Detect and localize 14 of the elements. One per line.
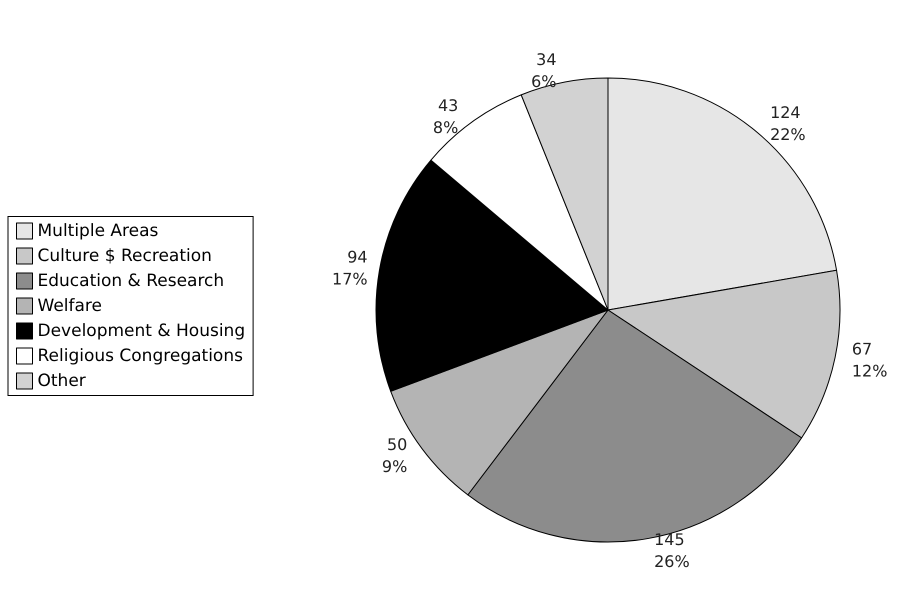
data-label: 124 22% bbox=[770, 102, 806, 144]
data-label: 145 26% bbox=[654, 530, 690, 572]
legend-label: Education & Research bbox=[38, 271, 224, 291]
data-label: 67 12% bbox=[852, 339, 888, 380]
legend-label: Other bbox=[38, 371, 86, 391]
legend-label: Multiple Areas bbox=[38, 221, 159, 241]
legend-label: Religious Congregations bbox=[38, 346, 244, 366]
data-label: 34 6% bbox=[531, 50, 556, 91]
legend-label: Welfare bbox=[38, 296, 102, 316]
data-label: 50 9% bbox=[382, 435, 408, 476]
legend-label: Development & Housing bbox=[38, 321, 246, 341]
data-label: 43 8% bbox=[432, 96, 458, 137]
legend-label: Culture $ Recreation bbox=[38, 246, 212, 266]
data-label: 94 17% bbox=[332, 248, 368, 289]
